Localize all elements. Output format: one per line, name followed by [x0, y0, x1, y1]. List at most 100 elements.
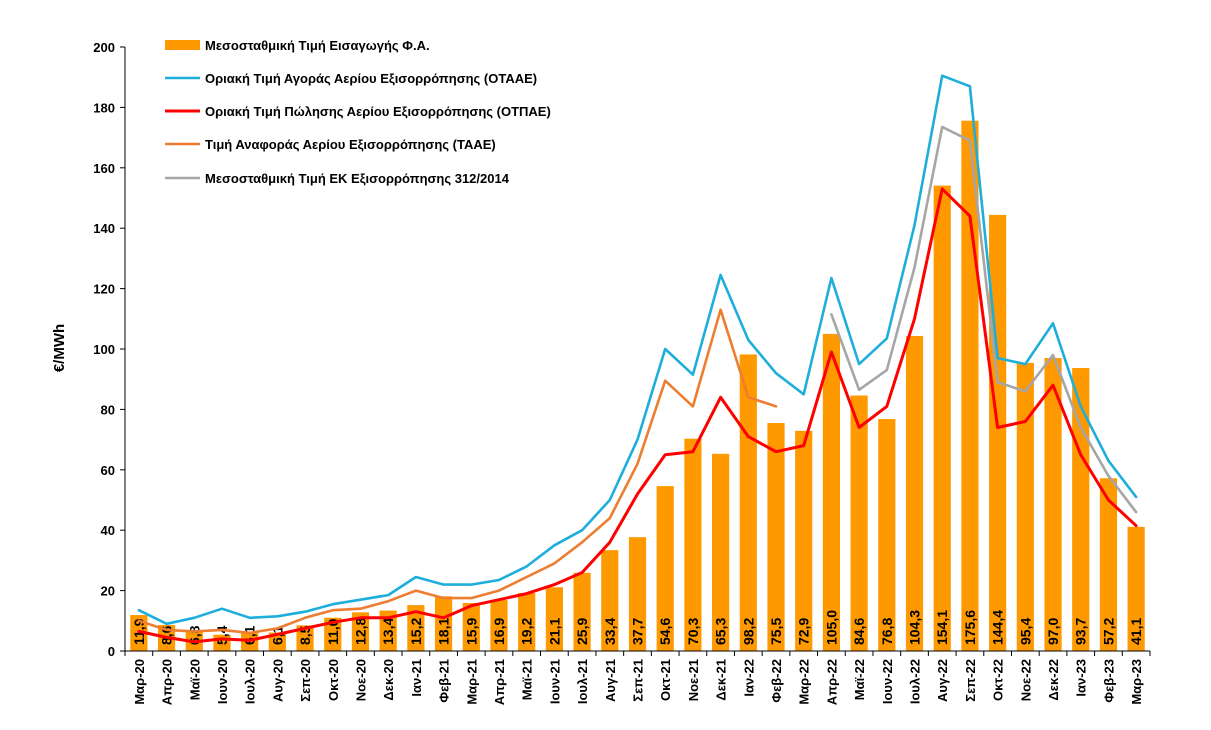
x-tick-label: Δεκ-21 — [714, 659, 729, 701]
bar — [324, 617, 342, 651]
x-tick-label: Δεκ-22 — [1046, 659, 1061, 701]
x-tick-label: Μαρ-21 — [464, 659, 479, 705]
data-label: 97,0 — [1045, 618, 1061, 645]
data-label: 33,4 — [602, 618, 618, 645]
data-label: 12,8 — [352, 618, 368, 645]
data-label: 98,2 — [740, 618, 756, 645]
x-tick-label: Μαρ-23 — [1129, 659, 1144, 705]
data-label: 175,6 — [962, 610, 978, 645]
data-label: 5,4 — [214, 625, 230, 645]
data-label: 95,4 — [1017, 618, 1033, 645]
x-tick-label: Φεβ-23 — [1101, 659, 1116, 703]
bar — [130, 615, 148, 651]
bar — [684, 438, 702, 651]
data-label: 70,3 — [685, 618, 701, 645]
series-line — [830, 125, 1138, 514]
data-label: 18,1 — [436, 618, 452, 645]
data-label: 93,7 — [1073, 618, 1089, 645]
legend-label: Οριακή Τιμή Πώλησης Αερίου Εξισορρόπησης… — [205, 104, 551, 119]
x-tick-label: Αυγ-21 — [603, 659, 618, 702]
x-tick-label: Οκτ-20 — [326, 659, 341, 701]
x-tick-label: Οκτ-22 — [991, 659, 1006, 701]
x-tick-label: Ιουν-22 — [880, 659, 895, 704]
x-tick-label: Νοε-20 — [353, 659, 368, 701]
bar-series — [130, 120, 1145, 652]
x-tick-label: Ιουλ-21 — [575, 659, 590, 704]
bar — [628, 537, 647, 651]
data-label: 13,4 — [380, 618, 396, 645]
x-tick-label: Φεβ-21 — [437, 659, 452, 703]
data-label: 37,7 — [630, 618, 646, 645]
bar — [268, 632, 286, 651]
data-label: 104,3 — [907, 610, 923, 645]
bar — [434, 596, 453, 651]
data-label: 76,8 — [879, 618, 895, 645]
data-label: 144,4 — [990, 610, 1006, 645]
bar — [490, 599, 508, 651]
x-tick-label: Σεπ-22 — [963, 659, 978, 702]
x-tick-label: Σεπ-20 — [298, 659, 313, 702]
x-tick-label: Αυγ-22 — [935, 659, 950, 702]
y-tick-label: 200 — [93, 40, 115, 55]
bar — [905, 336, 924, 651]
bar — [1099, 478, 1118, 651]
x-tick-label: Ιουλ-20 — [243, 659, 258, 704]
bar — [989, 214, 1007, 652]
bar — [296, 625, 314, 651]
bar — [1127, 526, 1145, 651]
bar — [712, 453, 730, 651]
axes: 0 20 40 60 80 100 120 140 160 180 200 Μαρ-20 Απρ-20 Μ… — [93, 40, 1151, 705]
x-tick-label: Νοε-21 — [686, 659, 701, 701]
legend-label: Μεσοσταθμική Τιμή ΕΚ Εξισορρόπησης 312/2… — [205, 171, 510, 186]
y-tick-label: 60 — [101, 463, 115, 478]
bar — [601, 550, 619, 651]
bar — [933, 185, 951, 652]
legend-label: Τιμή Αναφοράς Αερίου Εξισορρόπησης (ΤΑΑΕ… — [205, 137, 496, 152]
data-label: 11,0 — [325, 618, 341, 645]
y-tick-label: 180 — [93, 100, 115, 115]
y-axis-label: €/MWh — [51, 324, 68, 372]
x-tick-label: Μαρ-20 — [132, 659, 147, 705]
x-tick-label: Αυγ-20 — [270, 659, 285, 702]
legend: Μεσοσταθμική Τιμή Εισαγωγής Φ.Α. Οριακή Τ… — [165, 38, 551, 186]
x-tick-label: Μαρ-22 — [797, 659, 812, 705]
data-label: 15,2 — [408, 618, 424, 645]
data-label: 105,0 — [823, 610, 839, 645]
bar — [462, 602, 480, 651]
x-tick-label: Ιουν-20 — [215, 659, 230, 704]
bar — [379, 610, 397, 651]
data-label: 75,5 — [768, 618, 784, 645]
series-line — [137, 308, 778, 635]
legend-swatch — [165, 40, 200, 50]
data-label: 6,1 — [242, 625, 258, 645]
line-series — [137, 74, 1138, 644]
x-tick-label: Ιουλ-22 — [908, 659, 923, 704]
y-tick-label: 140 — [93, 221, 115, 236]
y-tick-label: 40 — [101, 523, 115, 538]
x-tick-label: Απρ-22 — [824, 659, 839, 705]
data-label: 154,1 — [934, 610, 950, 645]
data-label: 19,2 — [519, 618, 535, 645]
data-label: 15,9 — [463, 618, 479, 645]
y-tick-label: 100 — [93, 342, 115, 357]
series-line — [137, 187, 1138, 644]
data-label: 21,1 — [546, 618, 562, 645]
data-label: 84,6 — [851, 618, 867, 645]
x-tick-label: Σεπ-21 — [631, 659, 646, 702]
data-label: 65,3 — [713, 618, 729, 645]
y-tick-label: 120 — [93, 282, 115, 297]
x-tick-label: Μαϊ-20 — [187, 659, 202, 700]
bar-data-labels: 11,9 8,6 6,8 5,4 6,1 6,1 8,5 11,0 12,8 13,4 15,2 18… — [131, 610, 1144, 645]
y-tick-label: 20 — [101, 584, 115, 599]
x-tick-label: Μαϊ-22 — [852, 659, 867, 700]
bar — [656, 486, 674, 651]
bar — [767, 422, 785, 651]
y-tick-label: 80 — [101, 402, 115, 417]
x-tick-label: Ιουν-21 — [547, 659, 562, 704]
data-label: 57,2 — [1100, 618, 1116, 645]
x-tick-label: Μαϊ-21 — [520, 659, 535, 700]
bar — [545, 587, 563, 651]
series-line — [137, 74, 1138, 626]
bar — [795, 430, 813, 651]
